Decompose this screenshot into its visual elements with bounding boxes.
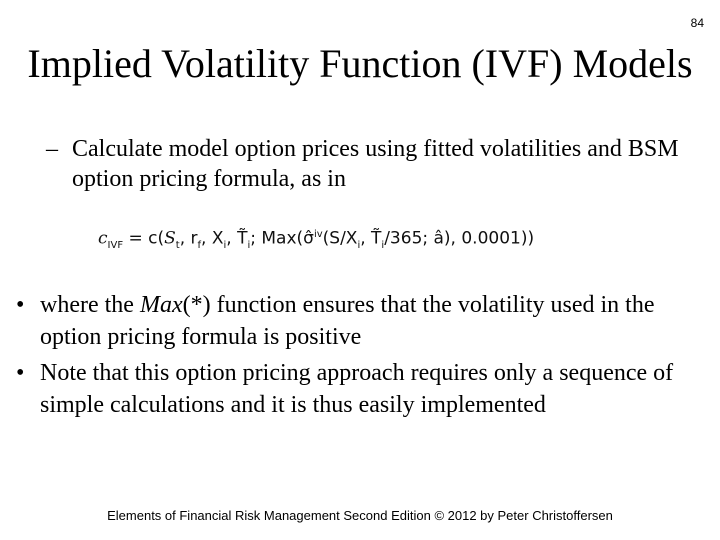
formula-eq: = c( (123, 228, 165, 249)
formula-max-sup: iv (313, 229, 323, 240)
formula-t: , T̃ (226, 228, 248, 249)
sub-bullet-text: Calculate model option prices using fitt… (72, 136, 679, 192)
bullet-list: • where the Max(*) function ensures that… (16, 289, 706, 425)
formula-x-sub: i (223, 240, 227, 252)
formula-lhs: c (98, 228, 108, 249)
bullet-text-pre: where the (40, 292, 140, 318)
footer: Elements of Financial Risk Management Se… (107, 508, 613, 523)
bullet-text-italic: Max (139, 292, 183, 318)
formula: cIVF = c(St, rf, Xi, T̃i; Max(σ̂iv(S/Xi,… (98, 223, 534, 258)
slide-title: Implied Volatility Function (IVF) Models (27, 41, 693, 86)
formula-t-sub: i (247, 240, 251, 252)
dash-marker: – (46, 136, 58, 162)
formula-tail-sub: i (381, 240, 385, 252)
bullet-item: • where the Max(*) function ensures that… (16, 289, 706, 353)
formula-r-sub: f (197, 240, 202, 252)
formula-inner: (S/X (322, 228, 358, 249)
bullet-text-post: (*) function ensures that the volatility… (40, 292, 655, 350)
formula-tail: , T̃ (360, 228, 382, 249)
bullet-text: Note that this option pricing approach r… (40, 360, 674, 418)
formula-s-sub: t (175, 240, 180, 252)
slide-number: 84 (690, 16, 704, 30)
bullet-marker: • (16, 360, 25, 386)
formula-end: /365; â), 0.0001)) (384, 228, 535, 249)
formula-s: S (164, 228, 176, 249)
bullet-item: • Note that this option pricing approach… (16, 357, 706, 421)
sub-bullet: – Calculate model option prices using fi… (46, 134, 696, 194)
formula-max: ; Max(σ̂ (250, 228, 314, 249)
formula-lhs-sub: IVF (107, 240, 124, 252)
formula-r: , r (179, 228, 198, 249)
formula-inner-sub: i (357, 240, 361, 252)
formula-x: , X (201, 228, 224, 249)
bullet-marker: • (16, 292, 25, 318)
